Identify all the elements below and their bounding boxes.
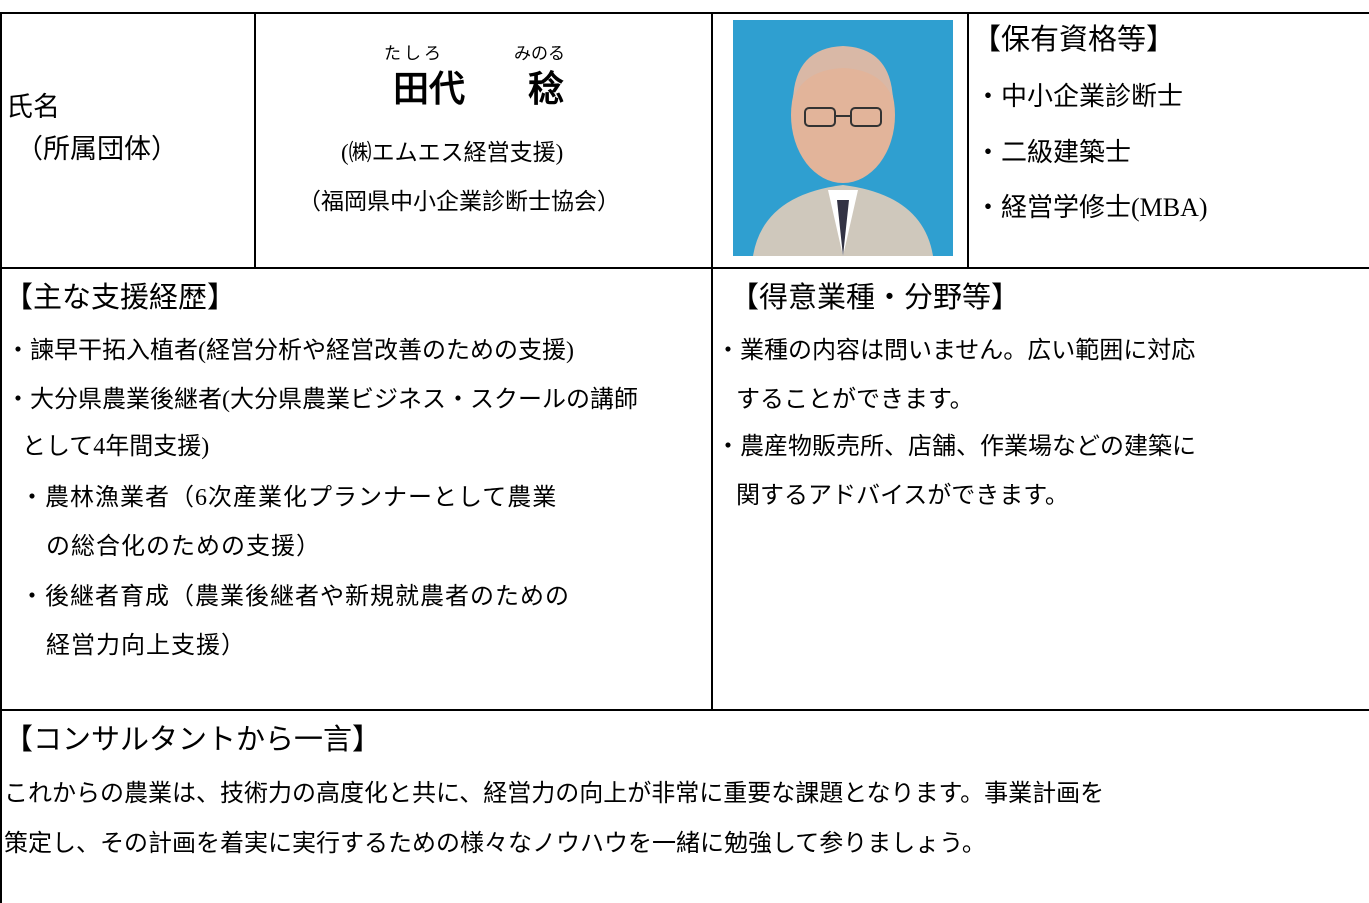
career-line: ・後継者育成（農業後継者や新規就農者のための — [20, 584, 570, 610]
section-title: 【保有資格等】 — [972, 24, 1176, 56]
qualification: ・二級建築士 — [975, 138, 1132, 167]
name-reading: みのる — [514, 44, 565, 63]
career-line: 経営力向上支援） — [46, 633, 246, 659]
specialty-line: することができます。 — [736, 387, 974, 413]
label-name: 氏名 — [6, 92, 60, 122]
organization: （福岡県中小企業診断士協会） — [298, 189, 620, 214]
career-line: ・大分県農業後継者(大分県農業ビジネス・スクールの講師 — [6, 387, 638, 413]
message-line: 策定し、その計画を着実に実行するための様々なノウハウを一緒に勉強して参りましょう… — [4, 831, 986, 857]
organization: (㈱エムエス経営支援) — [341, 140, 564, 165]
person-name: 稔 — [528, 69, 565, 109]
specialty-line: ・業種の内容は問いません。広い範囲に対応 — [716, 338, 1196, 364]
career-line: ・諫早干拓入植者(経営分析や経営改善のための支援) — [6, 338, 574, 364]
portrait-photo — [733, 20, 953, 256]
qualification: ・経営学修士(MBA) — [975, 193, 1208, 222]
person-name: 田代 — [393, 69, 466, 109]
specialty-line: 関するアドバイスができます。 — [736, 483, 1069, 509]
specialty-line: ・農産物販売所、店舗、作業場などの建築に — [716, 434, 1196, 460]
career-line: の総合化のための支援） — [46, 534, 321, 560]
label-affiliation: （所属団体） — [16, 134, 178, 164]
section-title: 【コンサルタントから一言】 — [4, 724, 382, 756]
section-title: 【主な支援経歴】 — [4, 282, 237, 314]
section-title: 【得意業種・分野等】 — [730, 282, 1021, 314]
name-reading: たしろ — [384, 44, 444, 63]
qualification: ・中小企業診断士 — [975, 82, 1184, 111]
career-line: ・農林漁業者（6次産業化プランナーとして農業 — [20, 485, 558, 511]
career-line: として4年間支援) — [22, 434, 210, 460]
message-line: これからの農業は、技術力の高度化と共に、経営力の向上が非常に重要な課題となります… — [4, 781, 1105, 807]
